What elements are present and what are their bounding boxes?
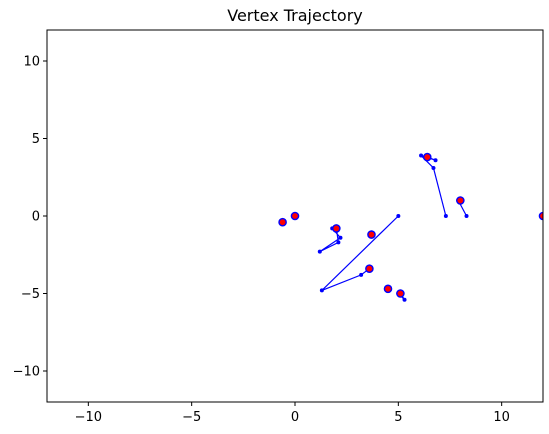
y-tick-label: −10 — [13, 365, 40, 380]
trajectory-point — [433, 158, 438, 163]
endpoint-marker — [278, 217, 287, 227]
trajectory-point — [359, 272, 364, 277]
trajectory-point — [336, 240, 341, 245]
endpoint-marker — [538, 211, 543, 221]
y-tick-label: 0 — [32, 210, 40, 225]
y-tick-label: 5 — [32, 132, 40, 147]
x-axis: −10 −5 0 5 10 — [75, 402, 510, 425]
endpoint-marker — [396, 289, 405, 298]
trajectory-point — [464, 214, 469, 218]
endpoint-marker — [456, 196, 465, 205]
x-tick-label: −5 — [182, 410, 201, 425]
trajectory-point — [319, 288, 324, 293]
trajectory-point — [338, 235, 343, 240]
endpoint-marker — [383, 284, 393, 294]
y-tick-label: 10 — [23, 55, 40, 70]
x-tick-label: 5 — [394, 410, 402, 425]
trajectory-point — [317, 249, 322, 254]
endpoint-marker — [290, 211, 300, 221]
trajectory-line — [420, 154, 447, 217]
y-tick-label: −5 — [21, 287, 40, 302]
chart-title: Vertex Trajectory — [227, 6, 363, 25]
x-tick-label: 10 — [493, 410, 510, 425]
trajectory-point — [443, 214, 448, 218]
x-tick-label: −10 — [75, 410, 102, 425]
endpoint-marker — [367, 230, 376, 239]
trajectory-point — [402, 297, 407, 302]
trajectory-line — [321, 215, 399, 291]
endpoint-layer — [278, 152, 543, 298]
endpoint-marker — [365, 264, 374, 274]
trajectory-point — [419, 153, 424, 158]
trajectory-layer — [280, 153, 543, 302]
trajectory-point — [396, 214, 401, 218]
x-tick-label: 0 — [291, 410, 299, 425]
y-axis: −10 −5 0 5 10 — [13, 55, 47, 380]
endpoint-marker — [332, 224, 341, 233]
trajectory-point — [431, 165, 436, 170]
endpoint-marker — [422, 152, 432, 162]
